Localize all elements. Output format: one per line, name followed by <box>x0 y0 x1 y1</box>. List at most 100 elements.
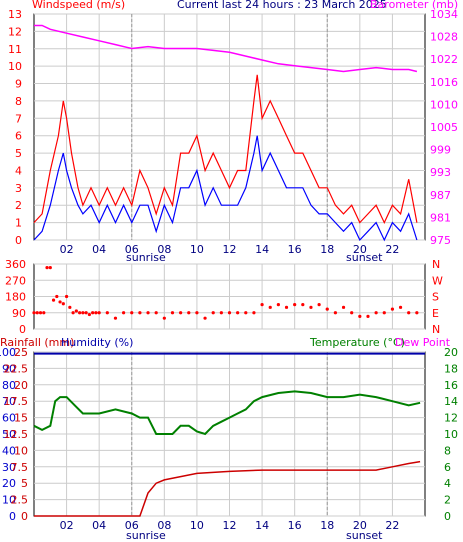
dir-point <box>113 316 118 320</box>
dir-point <box>358 314 362 318</box>
hour-tick-label-bottom: 20 <box>353 519 367 532</box>
dir-point <box>268 305 272 309</box>
rain-tick-label: 17.5 <box>4 395 29 408</box>
humidity-tick-label: 80 <box>2 379 16 392</box>
hour-tick-label: 18 <box>320 243 334 256</box>
humidity-tick-label: 50 <box>2 428 16 441</box>
series-rainfall <box>34 460 421 517</box>
wind-tick-label: 12 <box>8 25 22 38</box>
dir-point <box>55 294 59 299</box>
dir-point <box>390 307 395 311</box>
dir-point <box>105 311 109 315</box>
hour-tick-label: 08 <box>157 243 171 256</box>
wind-tick-label: 6 <box>15 130 22 143</box>
baro-tick-label: 1028 <box>430 31 458 44</box>
dir-point <box>162 316 166 320</box>
dir-point <box>154 311 158 315</box>
dir-point <box>45 266 49 270</box>
dir-point <box>227 311 232 315</box>
compass-label: W <box>432 274 443 287</box>
dir-point <box>284 305 289 309</box>
dir-point <box>211 311 215 315</box>
hour-tick-label-bottom: 06 <box>125 519 139 532</box>
hour-tick-label-bottom: 16 <box>288 519 302 532</box>
baro-title: Barometer (mb) <box>370 0 458 11</box>
dir-tick-label: 90 <box>12 307 26 320</box>
baro-tick-label: 1016 <box>430 76 458 89</box>
dir-point <box>35 311 39 315</box>
hour-tick-label: 12 <box>223 243 237 256</box>
series-average <box>33 135 418 242</box>
dir-point <box>51 298 56 302</box>
rain-title: Rainfall (mm) <box>0 336 74 349</box>
hour-tick-label-bottom: 18 <box>320 519 334 532</box>
wind-tick-label: 13 <box>8 8 22 21</box>
hour-tick-label-bottom: 04 <box>92 519 106 532</box>
dir-point <box>84 311 88 315</box>
dir-tick-label: 270 <box>5 274 26 287</box>
humidity-tick-label: 60 <box>2 412 16 425</box>
dir-point <box>94 311 98 315</box>
dir-point <box>415 311 419 315</box>
dir-point <box>42 311 46 315</box>
dir-point <box>130 311 134 315</box>
dew-title: Dew Point <box>395 336 451 349</box>
temp-tick-label: 8 <box>444 444 451 457</box>
hour-tick-label: 16 <box>288 243 302 256</box>
baro-tick-label: 975 <box>430 234 451 247</box>
wind-tick-label: 3 <box>15 182 22 195</box>
dir-point <box>138 311 142 315</box>
dir-point <box>219 311 223 315</box>
sunrise-label-bottom: sunrise <box>126 529 166 542</box>
rain-tick-label: 5 <box>21 477 28 490</box>
temp-tick-label: 16 <box>444 379 458 392</box>
baro-tick-label: 981 <box>430 211 451 224</box>
dir-point <box>170 311 175 315</box>
humidity-tick-label: 90 <box>2 362 16 375</box>
wind-tick-label: 10 <box>8 60 22 73</box>
dir-point <box>91 311 95 315</box>
baro-tick-label: 1034 <box>430 8 458 21</box>
rain-tick-label: 0 <box>21 510 28 523</box>
rain-tick-label: 20 <box>14 379 28 392</box>
humidity-tick-label: 20 <box>2 477 16 490</box>
rain-tick-label: 25 <box>14 346 28 359</box>
wind-tick-label: 7 <box>15 112 22 125</box>
dir-point <box>260 303 264 307</box>
current-date: Current last 24 hours : 23 March 2025 <box>177 0 387 11</box>
hour-tick-label-bottom: 10 <box>190 519 204 532</box>
series-gust <box>33 74 418 225</box>
rain-tick-label: 2.5 <box>11 494 29 507</box>
temp-tick-label: 0 <box>444 510 451 523</box>
baro-tick-label: 1005 <box>430 121 458 134</box>
dir-tick-label: 360 <box>5 258 26 271</box>
wind-tick-label: 0 <box>15 234 22 247</box>
dir-point <box>74 309 78 313</box>
wind-tick-label: 1 <box>15 217 22 230</box>
dir-point <box>301 303 305 307</box>
dir-point <box>97 311 101 315</box>
rain-tick-label: 10 <box>14 444 28 457</box>
dir-tick-label: 0 <box>19 323 26 336</box>
dir-point <box>325 307 329 311</box>
temp-tick-label: 4 <box>444 477 451 490</box>
wind-tick-label: 11 <box>8 43 22 56</box>
dir-tick-label: 180 <box>5 291 26 304</box>
sunrise-label-top: sunrise <box>126 251 166 264</box>
temp-tick-label: 2 <box>444 494 451 507</box>
hour-tick-label: 06 <box>125 243 139 256</box>
dir-point <box>244 311 248 315</box>
temp-title: Temperature (°C) <box>309 336 405 349</box>
dir-point <box>64 294 69 299</box>
dir-point <box>61 302 65 306</box>
dir-point <box>81 311 85 315</box>
humidity-tick-label: 10 <box>2 494 16 507</box>
dir-point <box>252 311 256 315</box>
dir-point <box>341 305 346 309</box>
humidity-tick-label: 100 <box>0 346 16 359</box>
humidity-tick-label: 70 <box>2 395 16 408</box>
dir-point <box>366 314 370 318</box>
baro-tick-label: 1022 <box>430 53 458 66</box>
dir-point <box>203 316 207 320</box>
